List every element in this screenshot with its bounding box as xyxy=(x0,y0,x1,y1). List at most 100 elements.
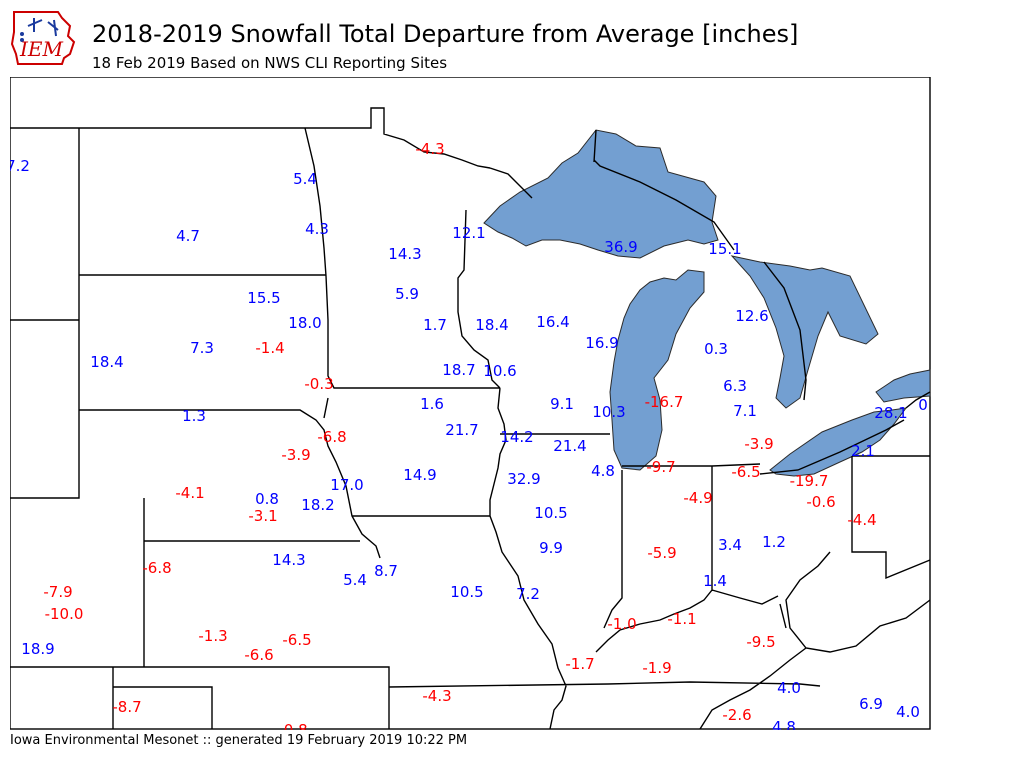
station-value: 9.9 xyxy=(539,539,563,557)
station-value: 32.9 xyxy=(507,470,540,488)
station-value: -19.7 xyxy=(790,472,829,490)
station-value: 1.4 xyxy=(703,572,727,590)
station-value: -3.9 xyxy=(281,446,310,464)
station-value: -6.6 xyxy=(244,646,273,664)
station-value: -4.9 xyxy=(683,489,712,507)
footer-credit: Iowa Environmental Mesonet :: generated … xyxy=(10,733,468,748)
lake-erie xyxy=(769,407,908,477)
station-value: 17.0 xyxy=(330,476,363,494)
station-value: -3.1 xyxy=(248,507,277,525)
station-value: 6.9 xyxy=(859,695,883,713)
station-value: 14.3 xyxy=(272,551,305,569)
station-value: 28.1 xyxy=(874,404,907,422)
station-value: 18.9 xyxy=(21,640,54,658)
station-value: 7.2 xyxy=(516,585,540,603)
station-value: 10.3 xyxy=(592,403,625,421)
chart-subtitle: 18 Feb 2019 Based on NWS CLI Reporting S… xyxy=(92,54,448,72)
station-value: -7.9 xyxy=(43,583,72,601)
station-value: 15.1 xyxy=(708,240,741,258)
station-value: 12.6 xyxy=(735,307,768,325)
station-value: 4.0 xyxy=(777,679,801,697)
logo-text: IEM xyxy=(19,37,64,61)
station-value: -3.9 xyxy=(744,435,773,453)
station-value: 7.2 xyxy=(10,157,30,175)
station-value: -1.7 xyxy=(565,655,594,673)
station-value: 10.6 xyxy=(483,362,516,380)
station-value: 14.2 xyxy=(500,428,533,446)
station-value: -2.6 xyxy=(722,706,751,724)
station-value: 18.2 xyxy=(301,496,334,514)
station-value: 18.4 xyxy=(475,316,508,334)
station-value: -4.4 xyxy=(847,511,876,529)
map-frame xyxy=(10,77,931,730)
station-value: 9.1 xyxy=(550,395,574,413)
station-value: -10.0 xyxy=(45,605,84,623)
station-value: 2.1 xyxy=(851,442,875,460)
station-value: -6.5 xyxy=(731,463,760,481)
lake-superior xyxy=(483,129,719,259)
station-value: -8.7 xyxy=(112,698,141,716)
station-value: 15.5 xyxy=(247,289,280,307)
station-value: 4.8 xyxy=(591,462,615,480)
station-value: 10.5 xyxy=(450,583,483,601)
station-value: 5.9 xyxy=(395,285,419,303)
iem-logo: IEM xyxy=(10,11,76,65)
station-value: 18.7 xyxy=(442,361,475,379)
station-value: -0.8 xyxy=(278,721,307,730)
station-value: -4.1 xyxy=(175,484,204,502)
station-value: -1.3 xyxy=(198,627,227,645)
station-value: 1.7 xyxy=(423,316,447,334)
station-value: 8.7 xyxy=(374,562,398,580)
station-value: 0.3 xyxy=(704,340,728,358)
station-value: 21.4 xyxy=(553,437,586,455)
station-value: 14.3 xyxy=(388,245,421,263)
state-boundaries xyxy=(10,107,931,730)
station-value: -9.7 xyxy=(646,458,675,476)
station-value: 36.9 xyxy=(604,238,637,256)
lake-huron xyxy=(730,255,879,409)
station-value: 3.4 xyxy=(718,536,742,554)
station-value: -6.8 xyxy=(317,428,346,446)
station-value: -1.4 xyxy=(255,339,284,357)
station-value: -6.8 xyxy=(142,559,171,577)
station-value: -4.3 xyxy=(415,140,444,158)
snowfall-map: 7.25.4-4.34.7 4.3 12.114.3 36.9 15.115.5 5.91… xyxy=(10,77,931,730)
canada-ontario-border xyxy=(593,129,931,409)
station-value: -1.9 xyxy=(642,659,671,677)
station-value: 5.4 xyxy=(293,170,317,188)
station-value: 6.3 xyxy=(723,377,747,395)
station-value: 7.3 xyxy=(190,339,214,357)
station-value: 12.1 xyxy=(452,224,485,242)
station-value: 5.4 xyxy=(343,571,367,589)
station-value: 7.1 xyxy=(733,402,757,420)
station-value: 1.2 xyxy=(762,533,786,551)
station-value: -0.3 xyxy=(304,375,333,393)
station-value: 16.4 xyxy=(536,313,569,331)
station-value: 10.5 xyxy=(534,504,567,522)
lake-michigan xyxy=(609,269,705,471)
station-labels: 7.25.4-4.34.7 4.3 12.114.3 36.9 15.115.5 5.91… xyxy=(10,140,928,730)
station-value: -1.0 xyxy=(607,615,636,633)
station-value: -5.9 xyxy=(647,544,676,562)
station-value: 4.0 xyxy=(896,703,920,721)
station-value: -4.3 xyxy=(422,687,451,705)
station-value: 4.3 xyxy=(305,220,329,238)
station-value: 16.9 xyxy=(585,334,618,352)
lake-ontario xyxy=(875,369,931,403)
station-value: -16.7 xyxy=(645,393,684,411)
station-value: 14.9 xyxy=(403,466,436,484)
station-value: 0.8 xyxy=(255,490,279,508)
station-value: 18.0 xyxy=(288,314,321,332)
station-value: 4.7 xyxy=(176,227,200,245)
station-value: 0 xyxy=(918,396,928,414)
station-value: 4.8 xyxy=(772,718,796,730)
station-value: 18.4 xyxy=(90,353,123,371)
station-value: 1.6 xyxy=(420,395,444,413)
chart-title: 2018-2019 Snowfall Total Departure from … xyxy=(92,20,799,48)
station-value: 21.7 xyxy=(445,421,478,439)
station-value: -0.6 xyxy=(806,493,835,511)
station-value: -6.5 xyxy=(282,631,311,649)
station-value: -9.5 xyxy=(746,633,775,651)
station-value: 1.3 xyxy=(182,407,206,425)
station-value: -1.1 xyxy=(667,610,696,628)
